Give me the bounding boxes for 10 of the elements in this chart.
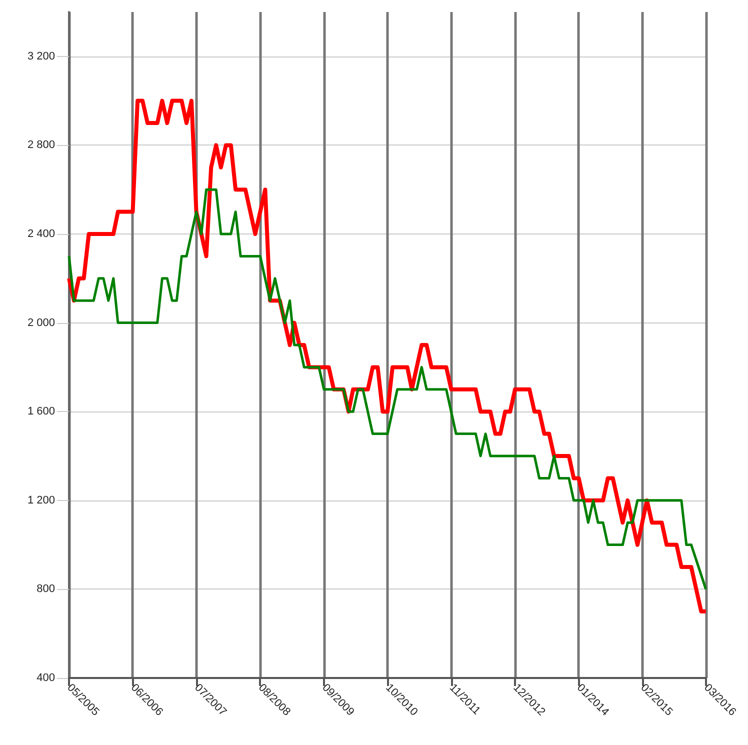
y-tick-label: 2 800 — [27, 139, 55, 152]
y-tick-label: 2 000 — [27, 316, 55, 329]
y-tick-label: 2 400 — [27, 228, 55, 240]
y-tick-label: 1 600 — [27, 406, 55, 418]
y-tick-label: 400 — [36, 672, 55, 684]
y-tick-label: 1 200 — [27, 494, 55, 506]
line-series — [68, 188, 708, 590]
y-tick-label: 3 200 — [27, 50, 55, 62]
y-tick-label: 800 — [36, 583, 55, 596]
line-series — [67, 98, 708, 614]
